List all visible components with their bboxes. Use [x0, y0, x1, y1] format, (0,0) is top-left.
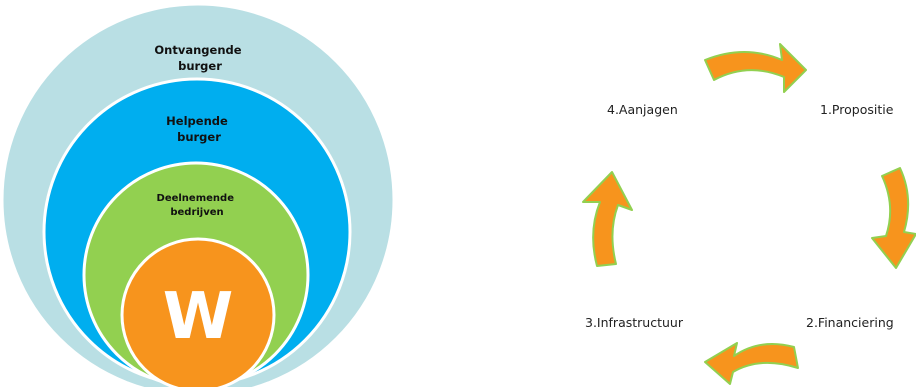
cycle-arrow-right-icon	[871, 167, 916, 269]
core-circle-w	[120, 237, 276, 387]
outer-ring-label-line-1: Ontvangende	[154, 43, 241, 57]
second-ring-label-line-1: Helpende	[166, 114, 228, 128]
cycle-diagram: 1.Propositie 2.Financiering 3.Infrastruc…	[582, 43, 916, 385]
step-label-propositie: 1.Propositie	[820, 102, 894, 117]
step-label-aanjagen: 4.Aanjagen	[607, 102, 678, 117]
third-ring-label-line-1: Deelnemende	[157, 193, 235, 204]
core-letter-w: W	[163, 280, 234, 354]
nested-circles-diagram: Ontvangende burger Helpende burger Deeln…	[0, 2, 396, 387]
third-ring-label-line-2: bedrijven	[170, 207, 223, 218]
second-ring-label-line-2: burger	[177, 130, 221, 144]
step-label-financiering: 2.Financiering	[806, 315, 894, 330]
step-label-infrastructuur: 3.Infrastructuur	[585, 315, 684, 330]
outer-ring-label: Ontvangende burger	[154, 43, 245, 73]
outer-ring-label-line-2: burger	[178, 59, 222, 73]
cycle-arrow-bottom-icon	[704, 342, 799, 385]
cycle-arrow-left-icon	[582, 171, 633, 267]
third-ring-label: Deelnemende bedrijven	[157, 193, 238, 218]
second-ring-label: Helpende burger	[166, 114, 232, 144]
cycle-arrow-top-icon	[704, 43, 807, 93]
